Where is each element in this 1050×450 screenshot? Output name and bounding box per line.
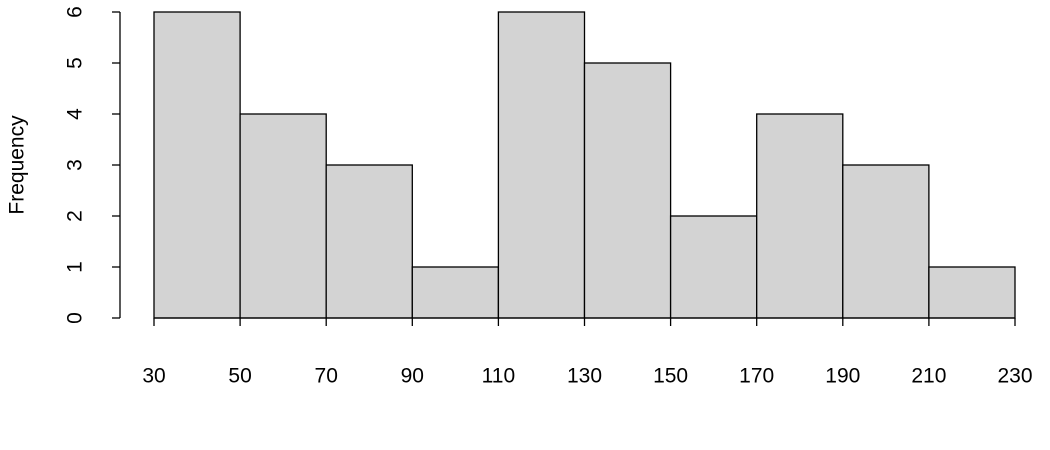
bar <box>583 62 672 319</box>
x-tick-label: 210 <box>911 365 946 388</box>
y-tick-label: 1 <box>64 261 87 273</box>
y-tick-label: 4 <box>64 108 87 120</box>
y-tick-label: 0 <box>64 312 87 324</box>
y-tick-label: 3 <box>64 159 87 171</box>
bar <box>669 215 758 319</box>
x-tick-label: 70 <box>315 365 338 388</box>
x-tick-label: 90 <box>401 365 424 388</box>
bar <box>928 266 1016 319</box>
bar <box>842 164 930 319</box>
y-axis-label: Frequency <box>6 115 29 215</box>
y-tick-label: 6 <box>64 6 87 18</box>
x-tick-label: 190 <box>825 365 860 388</box>
x-tick-label: 30 <box>142 365 165 388</box>
x-tick-label: 50 <box>228 365 251 388</box>
x-tick-label: 150 <box>653 365 688 388</box>
x-tick-label: 170 <box>739 365 774 388</box>
x-tick-label: 230 <box>997 365 1032 388</box>
y-tick-label: 2 <box>64 210 87 222</box>
bar <box>497 11 586 319</box>
bar <box>153 11 241 319</box>
x-tick-label: 110 <box>482 365 515 388</box>
bar <box>239 113 327 319</box>
bar <box>756 113 844 319</box>
bar <box>411 266 500 319</box>
x-tick-label: 130 <box>567 365 602 388</box>
y-tick-label: 5 <box>64 57 87 69</box>
bar <box>325 164 413 319</box>
